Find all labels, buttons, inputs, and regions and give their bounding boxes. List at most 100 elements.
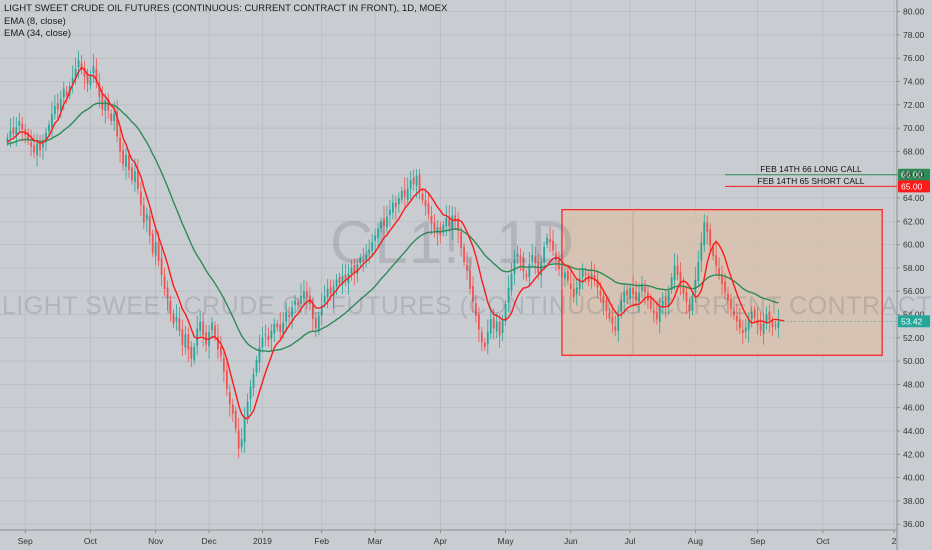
candle-body bbox=[756, 319, 759, 325]
candle-body bbox=[599, 290, 602, 296]
candle-body bbox=[258, 347, 261, 363]
candle-body bbox=[543, 246, 546, 263]
y-tick-label: 62.00 bbox=[903, 216, 925, 226]
candle-body bbox=[303, 291, 305, 299]
candle-body bbox=[116, 111, 119, 137]
candle-body bbox=[661, 300, 664, 308]
candle-body bbox=[569, 283, 572, 289]
last-price-tag bbox=[898, 315, 930, 328]
candle-body bbox=[721, 274, 723, 285]
candle-body bbox=[261, 337, 264, 348]
y-tick-label: 60.00 bbox=[903, 240, 925, 250]
candle-body bbox=[362, 260, 365, 263]
candle-body bbox=[157, 242, 160, 261]
candle-body bbox=[706, 222, 709, 232]
candle-body bbox=[472, 286, 474, 302]
last-price-label: 53.42 bbox=[901, 316, 923, 326]
ema-fast-label[interactable]: EMA (8, close) bbox=[4, 15, 66, 27]
candle-body bbox=[730, 299, 732, 309]
candle-body bbox=[341, 276, 344, 285]
candle-body bbox=[724, 281, 726, 293]
candle-body bbox=[703, 222, 706, 246]
candle-body bbox=[353, 265, 356, 273]
candle-body bbox=[234, 410, 237, 429]
candle-body bbox=[750, 312, 753, 320]
candle-body bbox=[501, 320, 504, 333]
candle-body bbox=[56, 103, 59, 110]
candle-body bbox=[632, 287, 634, 295]
y-tick-label: 42.00 bbox=[903, 449, 925, 459]
candle-body bbox=[673, 265, 676, 281]
candle-body bbox=[741, 329, 744, 334]
candle-body bbox=[623, 291, 626, 302]
time-axis[interactable]: Sep Oct Nov Dec 2019 Feb Mar Apr May Jun Jul Aug Sep… bbox=[18, 530, 897, 546]
strike-price-tag-label: 65.00 bbox=[901, 181, 923, 191]
candle-body bbox=[753, 309, 756, 318]
candle-body bbox=[113, 114, 116, 122]
candle-body bbox=[427, 203, 430, 215]
candle-body bbox=[65, 91, 68, 96]
candle-body bbox=[727, 293, 729, 301]
y-tick-label: 36.00 bbox=[903, 519, 925, 529]
strike-price-tag bbox=[898, 168, 930, 181]
candle-body bbox=[480, 332, 483, 343]
candle-body bbox=[92, 66, 95, 74]
candle-body bbox=[436, 227, 439, 234]
y-tick-label: 72.00 bbox=[903, 100, 925, 110]
candle-body bbox=[563, 272, 566, 279]
candle-body bbox=[42, 140, 44, 148]
candle-body bbox=[282, 322, 285, 334]
candle-body bbox=[365, 255, 368, 263]
candle-body bbox=[267, 335, 270, 341]
candle-body bbox=[377, 228, 379, 239]
price-axis[interactable]: 36.00 38.00 40.00 42.00 44.00 46.00 48.00 50.00… bbox=[778, 7, 930, 530]
candle-body bbox=[228, 391, 231, 405]
candle-body bbox=[169, 300, 172, 314]
candle-body bbox=[122, 150, 124, 165]
candle-body bbox=[733, 311, 735, 316]
ema-lines bbox=[6, 66, 785, 420]
candle-body bbox=[184, 334, 187, 348]
candle-body bbox=[442, 224, 445, 233]
candle-body bbox=[15, 126, 18, 136]
candle-body bbox=[255, 359, 258, 373]
candle-body bbox=[335, 279, 338, 287]
candle-body bbox=[495, 321, 498, 332]
candle-body bbox=[602, 295, 605, 303]
candle-body bbox=[626, 289, 629, 296]
candle-body bbox=[715, 254, 718, 266]
candle-body bbox=[483, 342, 486, 348]
candle-body bbox=[581, 270, 584, 277]
ema-slow-label[interactable]: EMA (34, close) bbox=[4, 28, 72, 39]
candle-body bbox=[202, 321, 205, 336]
x-tick-label: Jul bbox=[625, 536, 636, 546]
candle-body bbox=[578, 278, 581, 290]
candle-body bbox=[614, 326, 617, 331]
candle-body bbox=[575, 287, 578, 295]
candle-body bbox=[134, 171, 136, 182]
candle-body bbox=[475, 303, 477, 316]
candle-body bbox=[682, 285, 685, 294]
candle-body bbox=[608, 312, 611, 318]
candle-body bbox=[98, 82, 101, 97]
candle-body bbox=[187, 334, 190, 350]
candle-body bbox=[744, 327, 747, 332]
candle-body bbox=[389, 209, 391, 216]
x-tick-label: 2019 bbox=[253, 536, 272, 546]
candle-body bbox=[649, 297, 652, 309]
candle-body bbox=[21, 123, 24, 130]
candle-body bbox=[418, 174, 421, 192]
candle-body bbox=[196, 328, 199, 346]
candle-body bbox=[492, 317, 495, 329]
x-tick-label: Sep bbox=[750, 536, 765, 546]
candle-body bbox=[409, 180, 412, 189]
candle-body bbox=[709, 229, 712, 246]
candle-body bbox=[478, 314, 480, 330]
candle-body bbox=[486, 331, 489, 345]
candle-body bbox=[237, 430, 240, 449]
candle-body bbox=[148, 215, 151, 236]
candle-body bbox=[74, 68, 77, 80]
x-tick-label: 2 bbox=[892, 536, 897, 546]
